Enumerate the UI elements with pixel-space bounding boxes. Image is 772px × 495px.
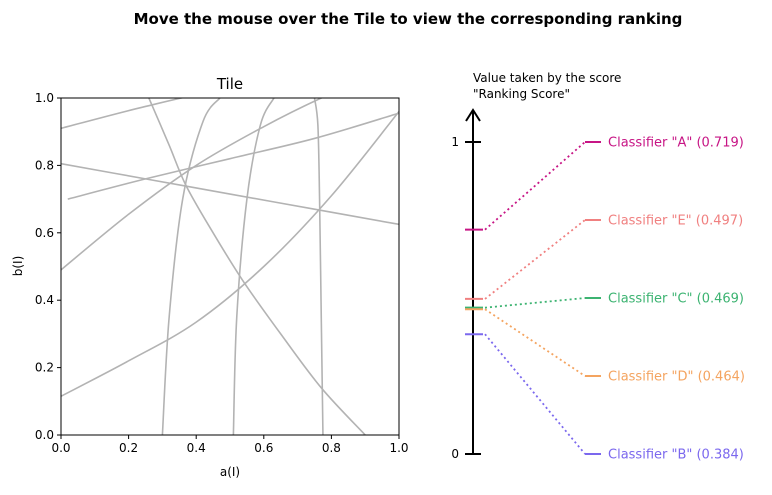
tile-y-tick-label: 0.0 xyxy=(35,428,54,442)
ranking-connector xyxy=(484,333,586,455)
tile-y-tick-label: 0.4 xyxy=(35,293,54,307)
tile-curve-4 xyxy=(61,98,324,271)
tile-x-tick-label: 0.8 xyxy=(322,441,341,455)
ranking-title-line-1: Value taken by the score xyxy=(473,71,621,85)
ranking-title-line-2: "Ranking Score" xyxy=(473,87,570,101)
tile-x-axis: 0.0 0.2 0.4 0.6 0.8 1.0 xyxy=(51,435,409,455)
tile-y-axis-label: b(I) xyxy=(11,256,25,277)
tile-curve-9 xyxy=(313,98,324,435)
ranking-items: Classifier "A" (0.719) Classifier "E" (0.… xyxy=(465,136,745,463)
ranking-connector xyxy=(484,141,586,231)
tile-y-tick-label: 0.6 xyxy=(35,226,54,240)
ranking-classifier-label: Classifier "C" (0.469) xyxy=(608,292,744,307)
ranking-axis-arrow xyxy=(465,108,481,122)
ranking-classifier-label: Classifier "B" (0.384) xyxy=(608,448,744,463)
tile-x-tick-label: 0.4 xyxy=(187,441,206,455)
tile-curve-1 xyxy=(61,98,185,130)
tile-curve-6 xyxy=(148,98,366,435)
tile-y-tick-label: 0.8 xyxy=(35,158,54,172)
tile-y-axis: 0.0 0.2 0.4 0.6 0.8 1.0 xyxy=(35,91,61,442)
tile-curve-5 xyxy=(61,110,399,397)
ranking-connector xyxy=(484,219,586,300)
ranking-chart: Value taken by the score "Ranking Score"… xyxy=(451,71,745,463)
tile-x-tick-label: 0.6 xyxy=(254,441,273,455)
figure-title: Move the mouse over the Tile to view the… xyxy=(134,10,683,28)
ranking-axis-ticks: 01 xyxy=(451,135,481,461)
tile-x-axis-label: a(I) xyxy=(220,465,240,479)
ranking-classifier-label: Classifier "E" (0.497) xyxy=(608,214,743,229)
ranking-classifier-label: Classifier "D" (0.464) xyxy=(608,370,745,385)
tile-curve-7 xyxy=(161,98,221,435)
tile-title: Tile xyxy=(216,75,243,93)
tile-plot-area[interactable] xyxy=(60,97,400,436)
ranking-connector xyxy=(484,297,586,309)
tile-y-tick-label: 1.0 xyxy=(35,91,54,105)
ranking-connector xyxy=(484,308,586,377)
tile-x-tick-label: 1.0 xyxy=(389,441,408,455)
tile-curve-8 xyxy=(232,98,275,435)
tile-x-tick-label: 0.2 xyxy=(119,441,138,455)
ranking-tick-label: 0 xyxy=(451,447,459,461)
ranking-tick-label: 1 xyxy=(451,135,459,149)
tile-y-tick-label: 0.2 xyxy=(35,361,54,375)
tile-chart[interactable]: Tile 0.0 0.2 0.4 0.6 0.8 1.0 0.0 0.2 0.4 0.6 0.8 1… xyxy=(11,64,409,479)
tile-curve-3 xyxy=(67,112,399,200)
tile-curve-2 xyxy=(61,162,399,226)
ranking-classifier-label: Classifier "A" (0.719) xyxy=(608,136,744,151)
tile-curves xyxy=(61,98,399,435)
tile-x-tick-label: 0.0 xyxy=(51,441,70,455)
